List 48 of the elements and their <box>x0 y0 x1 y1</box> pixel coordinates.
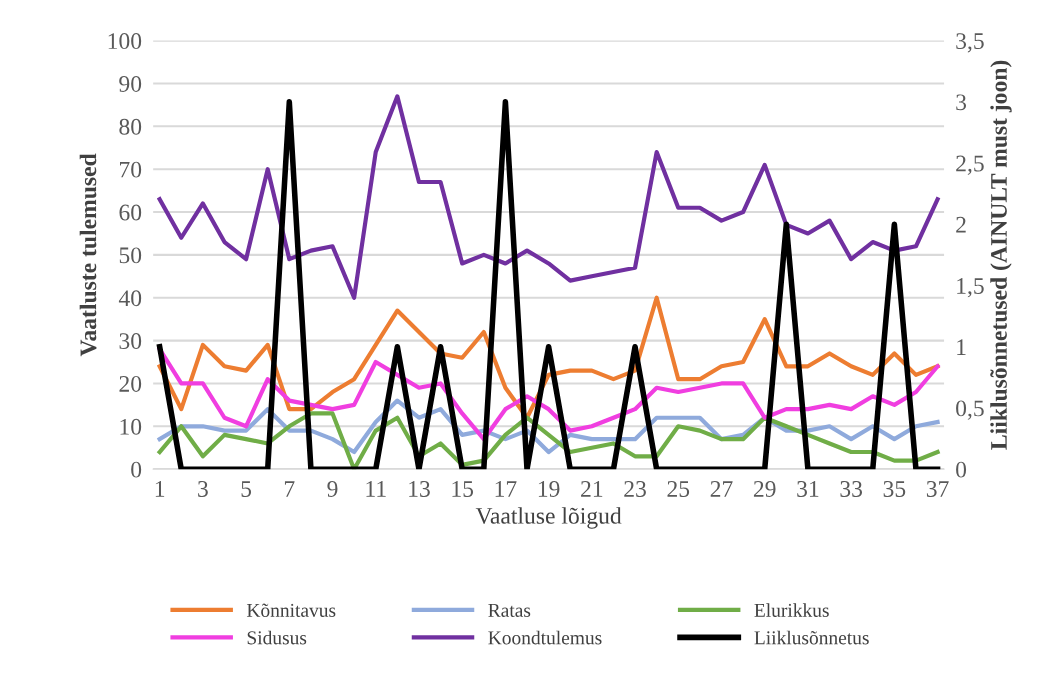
legend-label: Ratas <box>488 603 531 617</box>
y-tick-label: 80 <box>119 118 142 135</box>
y2-tick-label: 0 <box>956 461 967 478</box>
x-tick-label: 9 <box>327 481 338 497</box>
x-tick-label: 13 <box>409 481 430 497</box>
y-tick-label: 90 <box>119 75 142 92</box>
x-tick-label: 15 <box>452 481 474 497</box>
x-tick-label: 3 <box>198 481 208 497</box>
legend-label: Liiklusõnnetus <box>754 630 869 645</box>
y-tick-label: 0 <box>131 461 142 478</box>
x-tick-label: 21 <box>581 481 603 497</box>
y2-tick-label: 0,5 <box>956 400 984 420</box>
y2-tick-label: 1,5 <box>957 278 984 298</box>
x-tick-label: 25 <box>667 481 690 497</box>
x-tick-label: 5 <box>241 481 252 497</box>
y2-tick-label: 2 <box>956 216 966 233</box>
x-tick-label: 37 <box>926 481 949 497</box>
y2-tick-label: 3,5 <box>956 33 984 53</box>
x-tick-label: 35 <box>883 481 906 497</box>
x-axis-title: Vaatluse lõigud <box>475 507 622 529</box>
y-axis-title: Vaatluste tulemused <box>79 153 97 357</box>
x-tick-label: 1 <box>155 481 165 497</box>
x-tick-label: 33 <box>840 481 863 497</box>
legend-label: Koondtulemus <box>488 630 602 645</box>
legend-label: Elurikkus <box>754 603 829 617</box>
y-tick-label: 50 <box>119 247 142 264</box>
x-tick-label: 7 <box>284 481 295 497</box>
line-series <box>157 94 940 300</box>
legend-label: Sidusus <box>247 630 307 645</box>
y-tick-label: 60 <box>119 204 142 221</box>
y-tick-label: 100 <box>108 33 142 50</box>
x-tick-label: 17 <box>495 481 517 497</box>
y-tick-label: 70 <box>120 161 142 178</box>
x-tick-label: 31 <box>797 481 819 497</box>
x-tick-label: 27 <box>710 481 733 497</box>
y2-tick-label: 2,5 <box>956 155 984 175</box>
y-tick-label: 20 <box>119 375 142 392</box>
legend-label: Kõnnitavus <box>246 603 336 617</box>
y-tick-label: 40 <box>118 290 142 307</box>
y2-tick-label: 1 <box>957 339 966 355</box>
x-tick-label: 23 <box>624 481 646 497</box>
x-tick-label: 29 <box>753 481 776 497</box>
y2-tick-label: 3 <box>956 94 967 111</box>
y2-axis-title: Liiklusõnnetused (AINULT must joon) <box>990 60 1012 450</box>
x-tick-label: 19 <box>538 481 560 497</box>
x-tick-label: 11 <box>366 481 386 497</box>
y-tick-label: 30 <box>119 333 142 350</box>
y-tick-label: 10 <box>120 418 142 435</box>
